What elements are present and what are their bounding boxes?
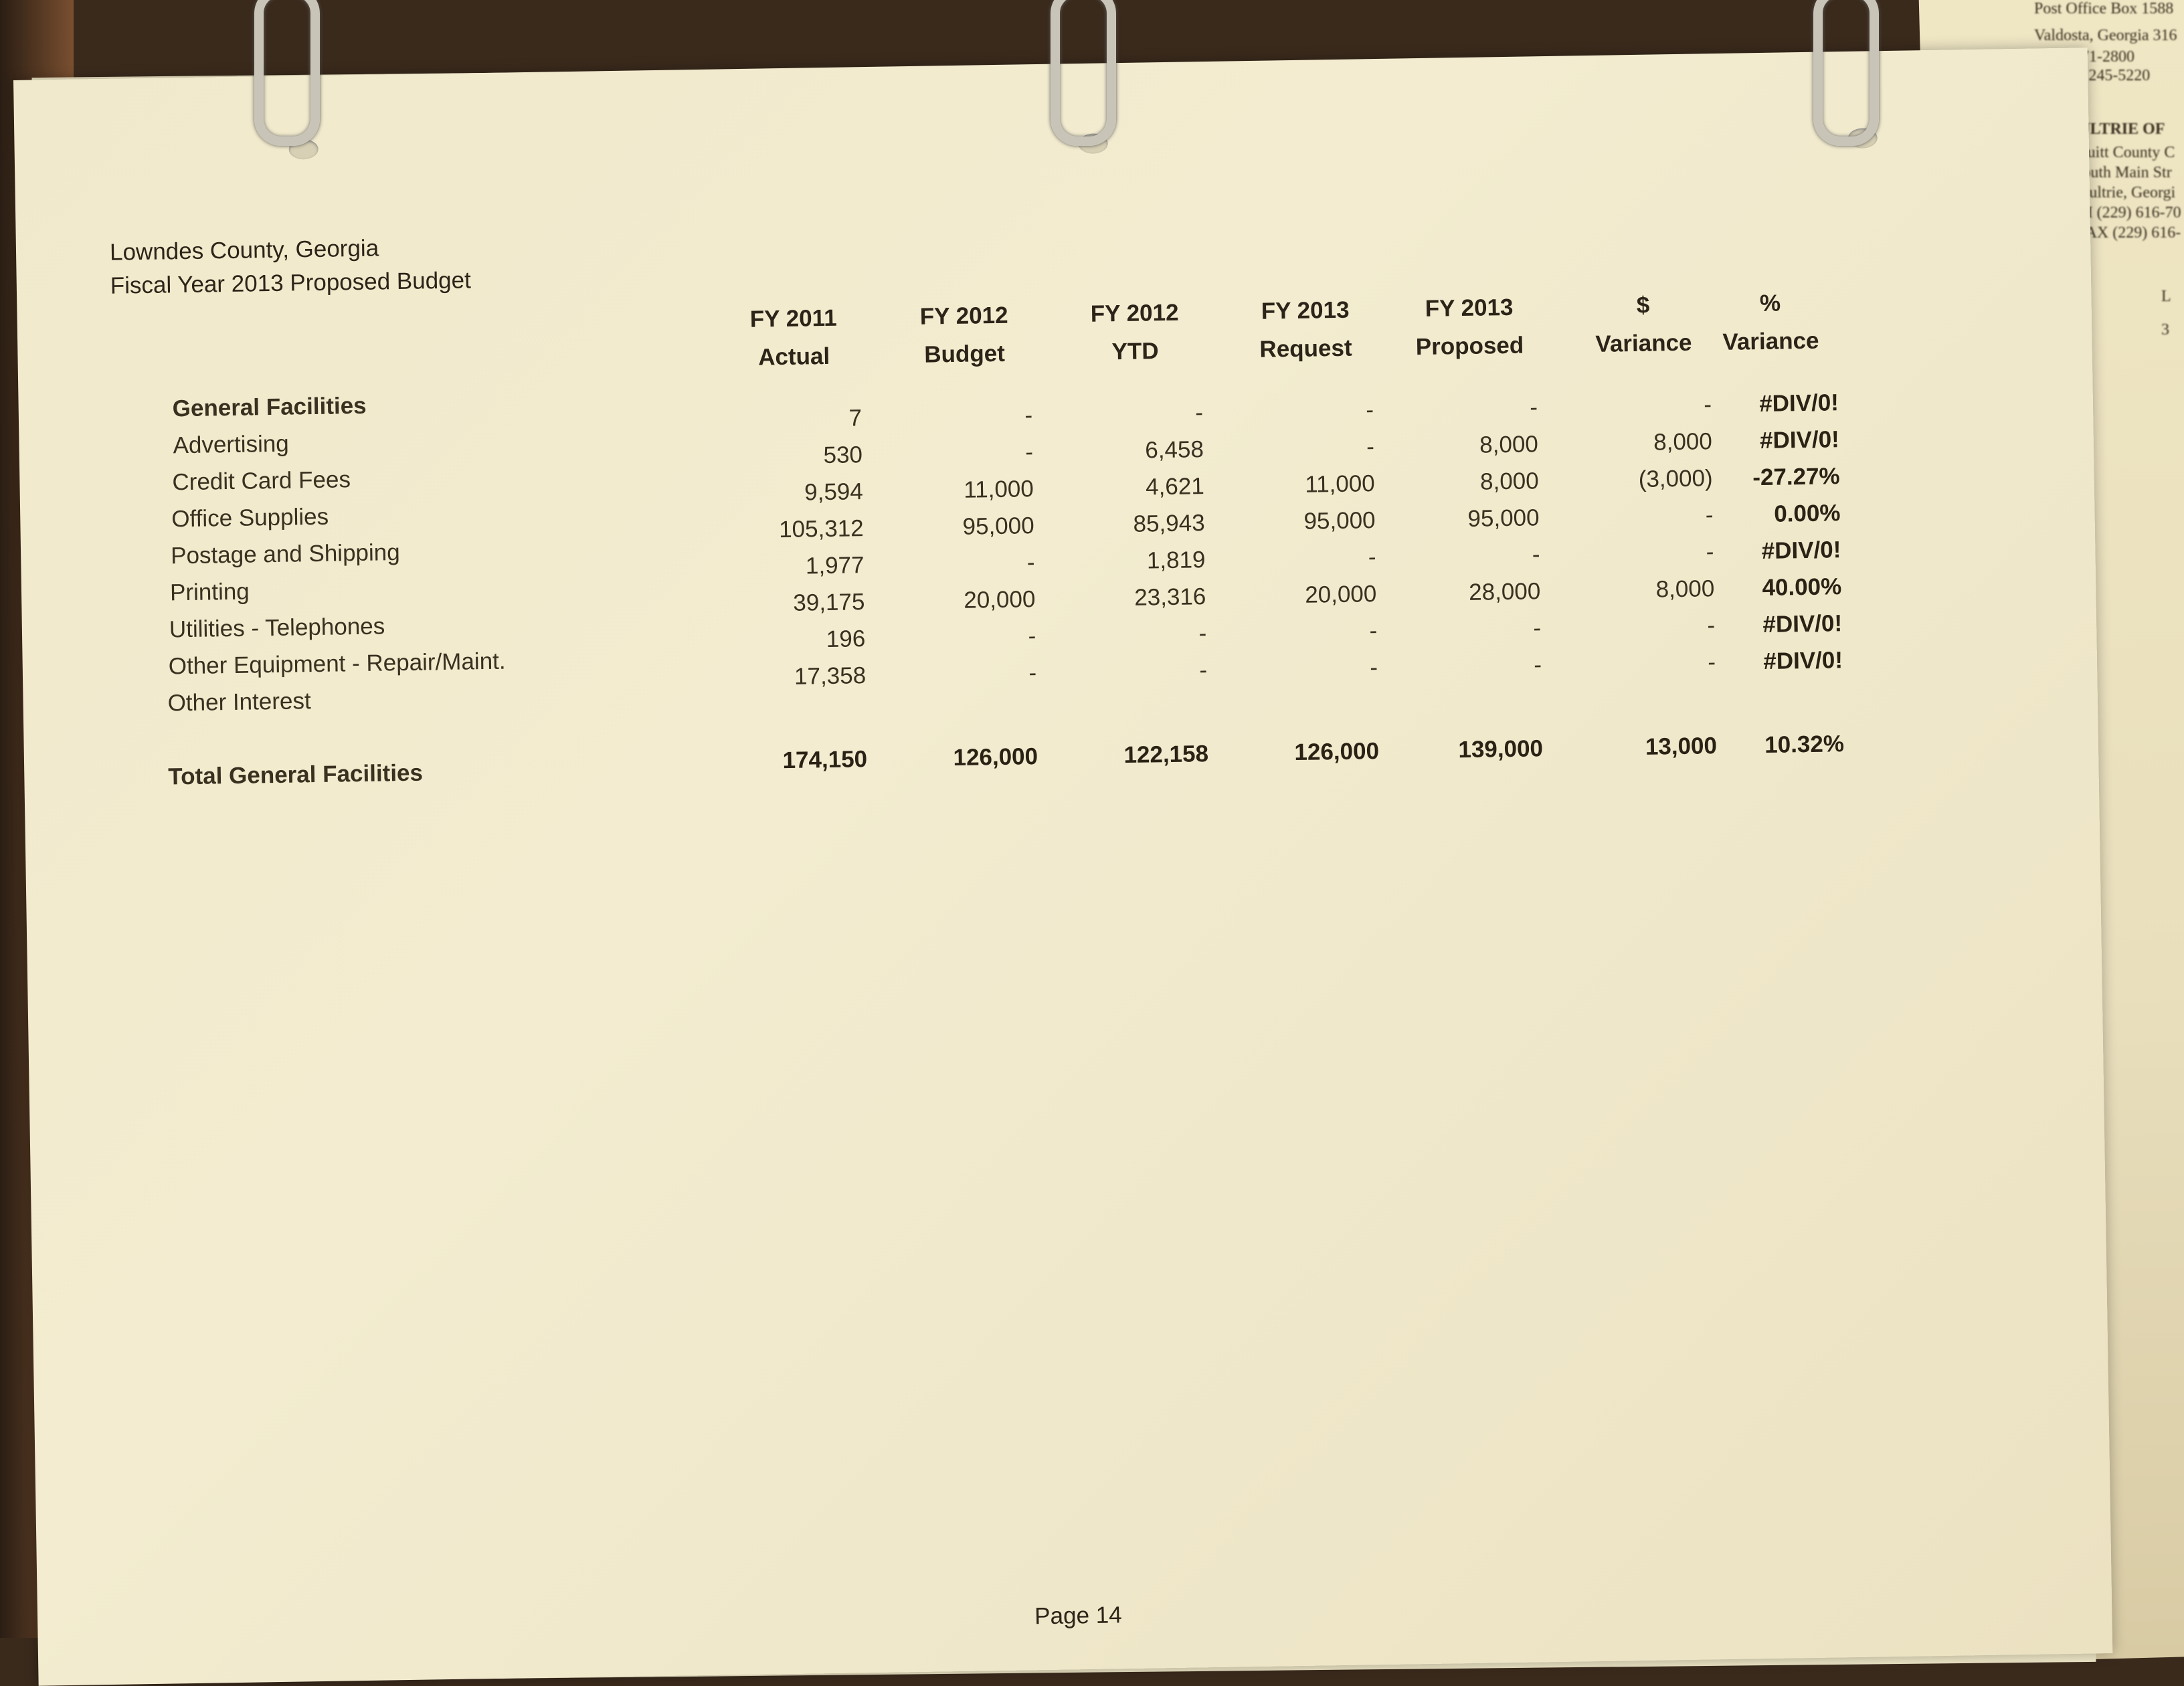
- back-sheet-line: L: [2161, 288, 2171, 305]
- column-header-line1: FY 2013: [1425, 294, 1514, 322]
- table-cell: -27.27%: [1752, 463, 1840, 491]
- row-label: Postage and Shipping: [170, 539, 400, 569]
- table-cell: -: [1533, 615, 1542, 642]
- org-name: Lowndes County, Georgia: [109, 235, 379, 266]
- table-cell: -: [1370, 654, 1378, 681]
- table-cell: 0.00%: [1773, 500, 1841, 527]
- table-cell: -: [1024, 439, 1034, 466]
- total-cell: 126,000: [953, 743, 1038, 771]
- table-cell: 20,000: [1304, 581, 1377, 608]
- row-label: Other Interest: [167, 688, 311, 717]
- section-heading: General Facilities: [172, 392, 367, 422]
- total-cell: 10.32%: [1764, 731, 1845, 759]
- table-cell: 1,819: [1146, 547, 1206, 574]
- column-header-line1: FY 2012: [919, 302, 1008, 330]
- table-cell: 95,000: [1467, 504, 1540, 532]
- budget-page: Lowndes County, Georgia Fiscal Year 2013…: [13, 48, 2113, 1686]
- table-cell: 95,000: [1303, 507, 1376, 535]
- table-cell: #DIV/0!: [1758, 389, 1839, 417]
- back-sheet-line: 3: [2161, 321, 2169, 339]
- table-cell: -: [1368, 544, 1376, 571]
- table-cell: -: [1366, 397, 1374, 424]
- table-cell: -: [1366, 434, 1375, 460]
- table-cell: #DIV/0!: [1761, 537, 1841, 565]
- total-cell: 122,158: [1123, 741, 1209, 769]
- table-cell: #DIV/0!: [1762, 610, 1843, 638]
- column-header-line2: Request: [1259, 335, 1352, 363]
- column-header-line2: Actual: [757, 343, 830, 371]
- table-cell: 9,594: [804, 478, 864, 506]
- column-header-line1: FY 2013: [1261, 296, 1350, 324]
- row-label: Credit Card Fees: [172, 466, 351, 496]
- binder-ring: [254, 0, 320, 146]
- table-cell: #DIV/0!: [1763, 647, 1843, 675]
- total-label: Total General Facilities: [168, 759, 424, 790]
- table-cell: 4,621: [1145, 473, 1205, 500]
- table-cell: 11,000: [1304, 470, 1376, 498]
- table-cell: 95,000: [962, 512, 1034, 540]
- back-sheet-line: Valdosta, Georgia 316: [2034, 27, 2177, 44]
- table-cell: 6,458: [1144, 436, 1204, 464]
- column-header-line1: FY 2011: [749, 304, 837, 333]
- table-cell: 11,000: [964, 476, 1034, 503]
- table-cell: -: [1369, 618, 1378, 644]
- back-sheet-line: Post Office Box 1588: [2034, 0, 2174, 17]
- row-label: Advertising: [173, 430, 290, 459]
- column-header-line1: FY 2012: [1090, 299, 1179, 327]
- table-cell: #DIV/0!: [1759, 426, 1840, 454]
- binder-ring: [1813, 0, 1879, 146]
- table-cell: 40.00%: [1762, 573, 1842, 601]
- table-cell: 39,175: [793, 589, 865, 616]
- total-cell: 126,000: [1294, 738, 1380, 766]
- table-cell: 8,000: [1479, 431, 1539, 458]
- table-cell: 85,943: [1133, 510, 1205, 537]
- table-cell: -: [1026, 549, 1035, 576]
- column-header-line2: Budget: [924, 340, 1006, 368]
- table-cell: 17,358: [794, 662, 867, 690]
- binder-ring: [1051, 0, 1116, 146]
- column-header-line1: %: [1759, 290, 1781, 317]
- back-sheet-line: FAX (229) 616-: [2078, 224, 2181, 242]
- table-cell: 1,977: [805, 552, 864, 579]
- total-cell: 174,150: [782, 746, 868, 774]
- total-cell: 139,000: [1458, 735, 1544, 763]
- table-cell: -: [1532, 541, 1540, 568]
- table-cell: -: [1028, 623, 1036, 650]
- back-sheet-line: PH (229) 616-70: [2072, 204, 2181, 221]
- table-cell: -: [1529, 394, 1538, 421]
- table-cell: 28,000: [1468, 578, 1541, 605]
- table-cell: -: [1028, 660, 1037, 686]
- row-label: Other Equipment - Repair/Maint.: [168, 648, 506, 680]
- row-label: Utilities - Telephones: [169, 613, 385, 643]
- table-cell: 23,316: [1133, 583, 1206, 611]
- table-cell: 7: [848, 405, 862, 432]
- row-label: Office Supplies: [171, 503, 329, 533]
- table-cell: 8,000: [1479, 468, 1539, 495]
- row-label: Printing: [169, 578, 250, 606]
- table-cell: -: [1199, 657, 1208, 684]
- table-cell: -: [1198, 620, 1207, 647]
- page-number: Page 14: [1034, 1602, 1122, 1630]
- table-cell: -: [1195, 399, 1204, 426]
- table-cell: -: [1024, 402, 1033, 429]
- table-cell: 105,312: [778, 515, 864, 543]
- document-title: Fiscal Year 2013 Proposed Budget: [110, 267, 472, 299]
- table-cell: -: [1534, 652, 1542, 678]
- table-cell: 20,000: [964, 586, 1036, 614]
- table-cell: 530: [823, 442, 863, 469]
- column-header-line2: Proposed: [1415, 332, 1524, 361]
- table-cell: 196: [826, 626, 866, 653]
- column-header-line2: YTD: [1111, 338, 1159, 365]
- column-header-line2: Variance: [1722, 327, 1819, 355]
